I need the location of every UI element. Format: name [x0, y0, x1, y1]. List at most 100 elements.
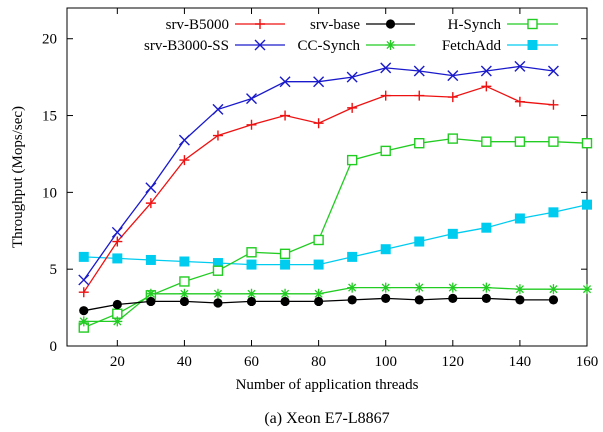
series-line-srv-b3000-ss [83, 65, 554, 281]
legend-label: srv-B5000 [166, 17, 229, 33]
data-point-cc-synch [347, 282, 358, 293]
x-tick-label: 40 [177, 354, 192, 370]
x-tick-label: 60 [244, 354, 259, 370]
data-point-cc-synch [548, 284, 559, 295]
x-axis-title: Number of application threads [236, 377, 419, 393]
data-point-srv-base [381, 293, 391, 303]
data-point-srv-b3000-ss [380, 62, 392, 74]
series-srv-base [79, 293, 559, 316]
data-point-cc-synch [246, 288, 257, 299]
data-point-fetchadd [582, 199, 592, 210]
data-point-cc-synch [514, 284, 525, 295]
data-point-h-synch [179, 276, 190, 287]
series-line-fetchadd [83, 204, 588, 266]
data-point-srv-base [481, 293, 491, 303]
data-point-fetchadd [414, 236, 425, 247]
legend-swatch-marker [255, 19, 265, 29]
data-point-srv-base [146, 296, 156, 307]
x-tick-label: 120 [442, 354, 465, 370]
data-point-srv-b3000-ss [178, 134, 190, 146]
data-point-srv-base [112, 299, 122, 310]
data-point-srv-b3000-ss [246, 93, 258, 105]
series-line-cc-synch [83, 286, 587, 323]
x-tick-label: 160 [576, 354, 599, 370]
data-point-srv-b3000-ss [413, 65, 425, 77]
data-point-srv-b3000-ss [547, 65, 559, 77]
legend-item-srv-base: srv-base [310, 17, 415, 33]
data-point-srv-b3000-ss [447, 70, 459, 82]
data-point-cc-synch [414, 282, 425, 293]
data-point-srv-b5000 [280, 110, 291, 121]
data-point-h-synch [212, 265, 224, 276]
data-point-cc-synch [78, 316, 89, 327]
legend-swatch-marker [385, 19, 396, 29]
legend-item-srv-b3000-ss: srv-B3000-SS [144, 38, 285, 54]
data-point-srv-b5000 [212, 130, 223, 141]
data-point-fetchadd [246, 259, 257, 270]
data-point-fetchadd [145, 254, 156, 265]
plot-frame [66, 7, 588, 347]
data-point-fetchadd [78, 251, 89, 262]
data-point-cc-synch [481, 282, 492, 293]
data-point-srv-base [414, 295, 424, 305]
series-srv-b5000 [78, 81, 559, 298]
series-layer [78, 60, 593, 333]
data-point-h-synch [279, 248, 291, 260]
legend: srv-B5000 srv-B3000-SS srv-base CC-Synch H-S… [144, 17, 558, 54]
data-point-cc-synch [179, 288, 190, 299]
series-h-synch [78, 133, 593, 333]
axis-ticks: 20 40 60 80 100 120 140 160 0 5 10 15 20 [42, 8, 598, 370]
legend-swatch-marker [254, 39, 266, 51]
data-point-srv-b5000 [380, 90, 391, 101]
x-tick-label: 140 [509, 354, 532, 370]
data-point-fetchadd [447, 228, 458, 239]
data-point-cc-synch [112, 316, 123, 327]
data-point-cc-synch [447, 282, 458, 293]
data-point-srv-b5000 [78, 287, 89, 298]
legend-label: CC-Synch [297, 38, 360, 54]
data-point-h-synch [581, 137, 593, 149]
data-point-srv-base [179, 296, 190, 307]
data-point-srv-b3000-ss [145, 182, 157, 194]
legend-label: H-Synch [448, 17, 502, 33]
legend-item-cc-synch: CC-Synch [297, 38, 415, 54]
data-point-srv-base [448, 293, 458, 303]
data-point-cc-synch [212, 288, 223, 299]
data-point-h-synch [380, 145, 391, 157]
legend-label: FetchAdd [442, 38, 502, 54]
y-tick-label: 15 [42, 109, 57, 125]
data-point-h-synch [447, 133, 459, 144]
data-point-srv-b5000 [548, 99, 559, 110]
data-point-fetchadd [280, 259, 291, 270]
data-point-srv-base [213, 298, 223, 308]
data-point-srv-b5000 [514, 96, 525, 107]
series-line-h-synch [83, 137, 588, 329]
x-tick-label: 100 [374, 354, 397, 370]
y-axis-title: Throughput (Mops/sec) [10, 106, 26, 248]
data-point-cc-synch [145, 288, 156, 299]
data-point-fetchadd [313, 259, 324, 270]
y-tick-label: 10 [42, 185, 57, 201]
legend-swatch-marker [527, 40, 538, 50]
legend-label: srv-base [310, 17, 360, 33]
data-point-srv-b5000 [447, 92, 458, 103]
series-cc-synch [78, 282, 592, 327]
data-point-h-synch [481, 136, 492, 147]
data-point-fetchadd [179, 256, 190, 267]
data-point-h-synch [548, 136, 559, 147]
data-point-fetchadd [112, 253, 123, 264]
data-point-srv-b5000 [313, 118, 324, 129]
data-point-h-synch [346, 154, 358, 166]
figure-caption: (a) Xeon E7-L8867 [264, 410, 389, 427]
data-point-srv-b3000-ss [480, 65, 492, 77]
data-point-srv-b3000-ss [78, 274, 90, 286]
data-point-srv-b3000-ss [514, 60, 526, 72]
y-tick-label: 0 [50, 339, 58, 355]
data-point-srv-b5000 [112, 236, 123, 247]
data-point-srv-base [280, 296, 290, 307]
y-tick-label: 20 [42, 32, 57, 48]
data-point-srv-b3000-ss [279, 76, 291, 88]
legend-label: srv-B3000-SS [144, 38, 229, 54]
data-point-srv-b5000 [347, 102, 358, 113]
data-point-srv-base [314, 296, 324, 307]
